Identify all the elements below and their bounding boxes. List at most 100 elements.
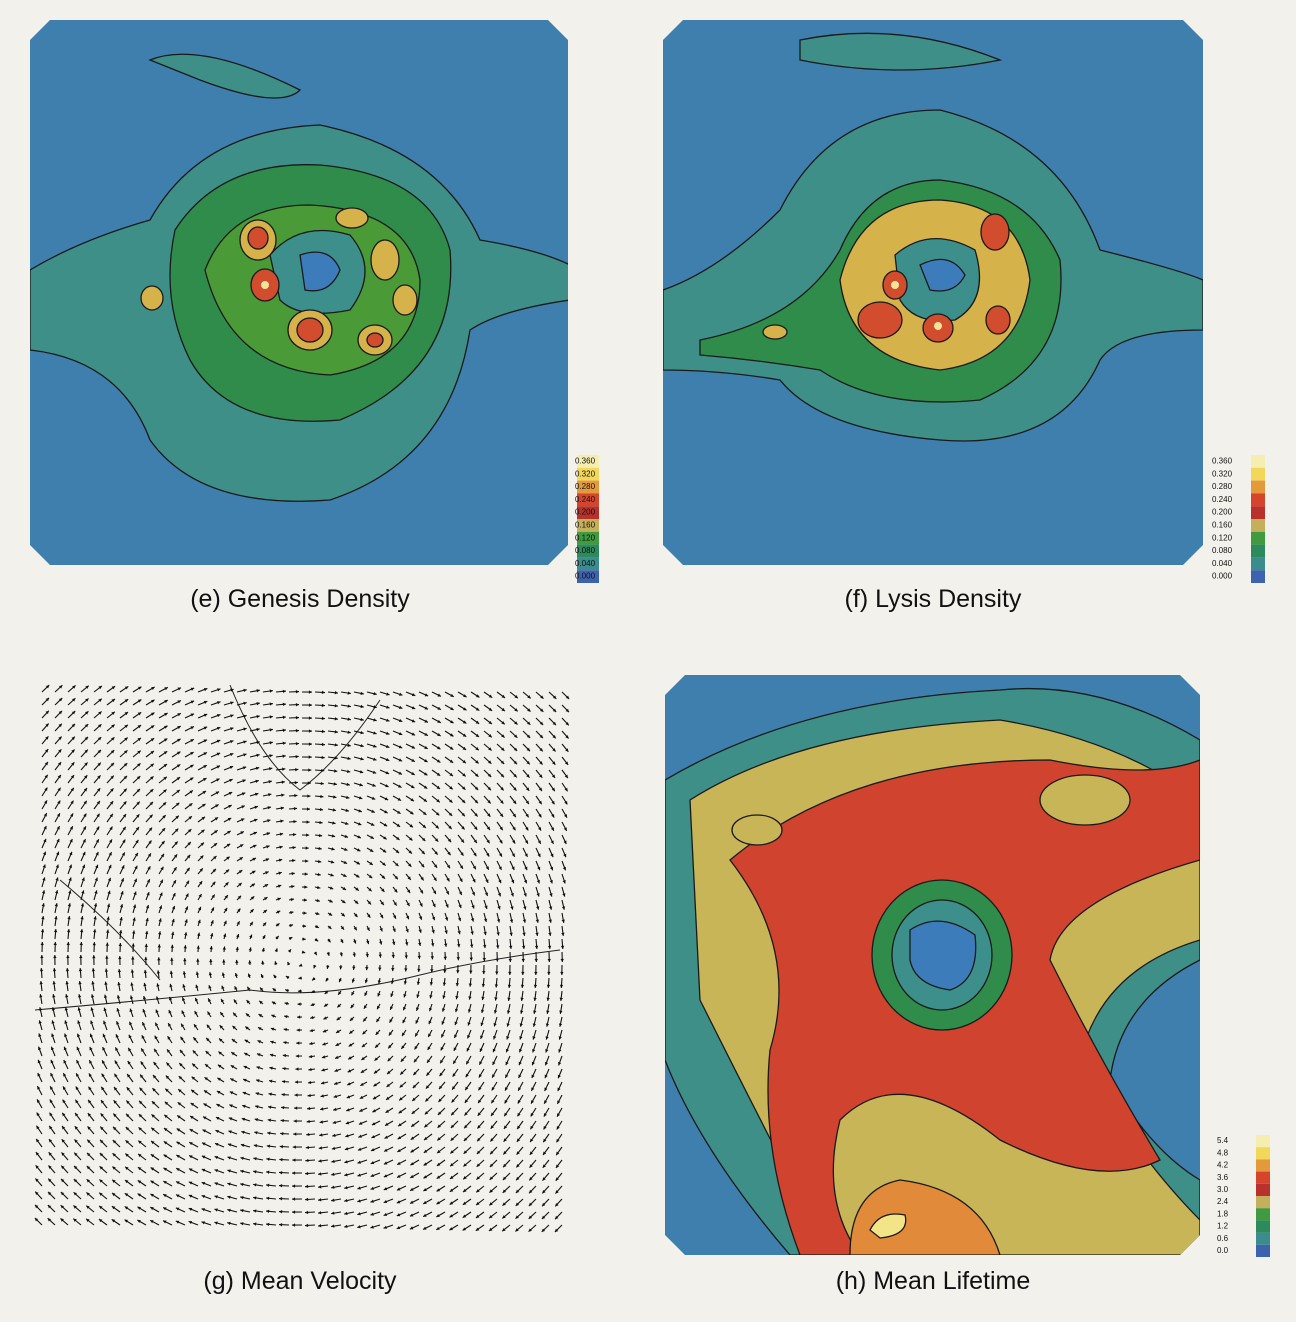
arrow-head: [110, 788, 114, 792]
arrow-head: [177, 700, 181, 704]
arrow-head: [126, 1100, 130, 1104]
arrow-head: [145, 930, 149, 935]
arrow-head: [200, 842, 204, 846]
arrow-head: [299, 963, 303, 967]
arrow-head: [195, 971, 200, 975]
arrow-head: [97, 775, 101, 779]
arrow-head: [296, 1028, 300, 1032]
arrow-head: [271, 1001, 276, 1005]
arrow-head: [221, 985, 225, 990]
arrow-head: [386, 1083, 391, 1087]
arrow-head: [444, 917, 449, 921]
arrow-head: [98, 724, 102, 728]
arrow-head: [294, 1106, 298, 1110]
arrow-head: [399, 1084, 404, 1088]
arrow-head: [318, 1198, 322, 1202]
arrow-head: [275, 935, 279, 940]
arrow-head: [147, 853, 151, 857]
arrow-head: [293, 1132, 297, 1136]
arrow-head: [281, 1079, 286, 1084]
arrow-head: [559, 1010, 563, 1014]
arrow-head: [415, 1033, 419, 1037]
arrow-head: [110, 762, 115, 767]
arrow-head: [262, 935, 266, 939]
arrow-head: [290, 897, 294, 902]
arrow-head: [496, 932, 500, 936]
arrow-head: [369, 861, 373, 865]
arrow-head: [308, 1067, 312, 1072]
arrow-head: [62, 1126, 66, 1130]
arrow-head: [486, 826, 490, 830]
arrow-head: [62, 1112, 66, 1117]
arrow-head: [338, 991, 342, 995]
arrow-head: [292, 845, 296, 850]
arrow-head: [177, 713, 181, 717]
arrow-head: [436, 799, 440, 803]
arrow-head: [374, 1057, 378, 1061]
arrow-head: [240, 1209, 244, 1213]
arrow-head: [347, 756, 351, 760]
arrow-head: [468, 983, 473, 987]
arrow-head: [408, 863, 412, 867]
arrow-head: [105, 942, 109, 946]
arrow-head: [344, 1173, 348, 1177]
arrow-head: [83, 787, 87, 792]
arrow-head: [246, 1000, 250, 1004]
arrow-head: [164, 725, 168, 729]
arrow-head: [150, 725, 155, 729]
arrow-head: [255, 779, 259, 783]
arrow-head: [532, 1048, 536, 1053]
arrow-head: [474, 786, 479, 790]
arrow-head: [334, 769, 338, 773]
arrow-head: [310, 1002, 315, 1007]
arrow-head: [137, 1206, 141, 1210]
arrow-head: [214, 1195, 218, 1199]
arrow-head: [94, 877, 98, 882]
arrow-head: [557, 1074, 561, 1079]
arrow-head: [276, 923, 280, 927]
arrow-head: [215, 804, 219, 808]
arrow-head: [255, 766, 260, 770]
arrow-head: [64, 1020, 68, 1024]
arrow-head: [500, 747, 505, 751]
arrow-head: [528, 1228, 532, 1232]
arrow-head: [195, 997, 199, 1002]
arrow-head: [45, 685, 50, 689]
arrow-head: [189, 1155, 193, 1159]
arrow-head: [174, 828, 179, 832]
arrow-head: [141, 1035, 145, 1039]
colorbar-label: 3.0: [1217, 1185, 1229, 1194]
arrow-head: [502, 1189, 507, 1193]
arrow-head: [437, 733, 441, 736]
arrow-head: [229, 765, 234, 770]
arrow-head: [515, 1215, 519, 1219]
arrow-head: [156, 983, 160, 987]
arrow-head: [325, 977, 329, 982]
arrow-head: [81, 864, 86, 869]
arrow-head: [254, 805, 258, 809]
arrow-head: [279, 845, 283, 849]
arrow-head: [474, 813, 478, 817]
arrow-head: [529, 1164, 533, 1168]
arrow-head: [396, 1200, 401, 1204]
arrow-head: [326, 965, 330, 969]
arrow-head: [253, 1144, 258, 1148]
colorbar-label: 0.200: [1212, 508, 1233, 517]
arrow-head: [441, 1008, 446, 1012]
arrow-head: [263, 909, 267, 914]
arrow-head: [161, 840, 165, 845]
arrow-head: [551, 800, 555, 805]
arrow-head: [140, 1061, 144, 1065]
arrow-head: [173, 867, 177, 871]
arrow-head: [155, 996, 160, 1000]
arrow-head: [412, 1097, 416, 1101]
arrow-head: [267, 819, 271, 823]
arrow-head: [201, 1155, 206, 1159]
arrow-head: [535, 932, 539, 936]
arrow-head: [97, 749, 102, 754]
arrow-head: [440, 1059, 444, 1064]
arrow-head: [512, 800, 517, 804]
arrow-head: [565, 735, 569, 739]
colorbar-swatch: [577, 519, 599, 532]
arrow-head: [48, 1165, 52, 1169]
